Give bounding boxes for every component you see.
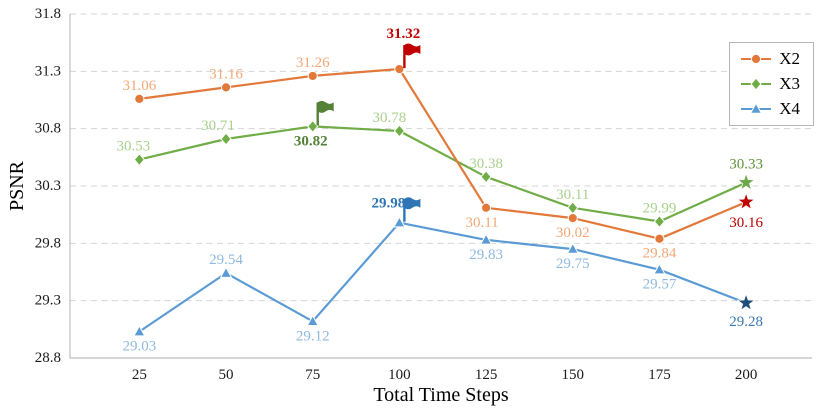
point-label: 29.28	[729, 314, 763, 330]
point-label: 29.99	[643, 201, 677, 217]
point-label: 30.16	[729, 215, 763, 231]
data-point-marker	[307, 70, 318, 82]
data-point-marker	[220, 82, 232, 93]
y-tick-label: 29.3	[35, 293, 61, 309]
data-point-marker	[566, 242, 580, 254]
point-label: 31.06	[122, 78, 156, 94]
point-label: 31.32	[387, 26, 421, 42]
legend-label: X2	[779, 49, 800, 68]
flag-icon	[403, 197, 421, 222]
data-point-marker	[479, 233, 493, 245]
point-label: 30.53	[116, 139, 150, 155]
x-tick-label: 125	[475, 367, 498, 383]
legend-circle-icon	[741, 53, 772, 65]
point-label: 31.16	[209, 66, 243, 82]
y-tick-label: 30.8	[35, 121, 61, 137]
legend-marker-shape	[751, 53, 762, 65]
legend-item-x4: X4	[740, 99, 800, 119]
flag-icon	[403, 43, 421, 69]
data-point-marker	[134, 93, 145, 104]
data-point-marker	[480, 202, 492, 213]
data-point-marker	[306, 314, 319, 327]
x-tick-label: 50	[219, 367, 234, 383]
series-x2: 31.06 31.16 31.26 31.32 30.11 30.02 29.84 30.16	[122, 26, 763, 262]
legend-diamond-icon	[741, 77, 772, 91]
point-label: 29.54	[209, 252, 243, 268]
data-point-marker	[393, 216, 406, 228]
data-point-marker	[480, 170, 492, 184]
legend-item-x3: X3	[740, 74, 800, 94]
star-marker	[736, 191, 756, 211]
y-tick-label: 29.8	[35, 235, 61, 251]
x-tick-label: 25	[132, 367, 147, 383]
legend-marker-shape	[749, 102, 763, 114]
point-label: 29.75	[556, 256, 590, 272]
point-label: 30.11	[556, 187, 589, 203]
legend: X2 X3 X4	[729, 42, 814, 126]
point-label: 29.03	[122, 339, 156, 355]
data-point-marker	[567, 201, 579, 215]
point-label: 30.02	[556, 225, 590, 241]
x-tick-label: 150	[562, 367, 585, 383]
flag-icon	[316, 100, 334, 126]
x-tick-label: 100	[388, 367, 411, 383]
point-label: 31.26	[296, 55, 330, 71]
point-label: 29.12	[296, 328, 330, 344]
star-marker	[736, 172, 756, 191]
legend-label: X3	[779, 74, 800, 93]
data-point-marker	[220, 132, 232, 146]
series-line	[138, 221, 747, 333]
data-point-marker	[133, 153, 146, 167]
data-point-marker	[393, 124, 406, 138]
x-tick-label: 175	[648, 367, 671, 383]
point-label: 30.78	[373, 110, 407, 126]
y-tick-label: 28.8	[35, 350, 61, 366]
point-label: 30.71	[201, 118, 235, 134]
point-label: 30.82	[294, 133, 328, 149]
gridlines	[70, 13, 812, 359]
y-tick-label: 31.8	[35, 6, 61, 22]
data-point-marker	[394, 63, 405, 75]
y-tick-label: 30.3	[35, 178, 61, 194]
x-axis-title: Total Time Steps	[373, 384, 509, 406]
point-label: 29.57	[643, 277, 677, 293]
legend-item-x2: X2	[740, 49, 800, 69]
data-point-marker	[567, 213, 578, 224]
point-label: 29.98	[372, 196, 406, 212]
point-label: 30.38	[469, 156, 503, 172]
data-point-marker	[219, 266, 233, 278]
star-marker	[736, 292, 756, 312]
series-x3: 30.53 30.71 30.82 30.78 30.38 30.11 29.99 30.33	[116, 100, 763, 229]
data-point-marker	[653, 263, 666, 275]
series-line	[139, 125, 747, 223]
y-tick-label: 31.3	[35, 63, 61, 79]
point-label: 29.84	[643, 246, 677, 262]
point-label: 29.83	[469, 247, 503, 263]
series-x4: 29.03 29.54 29.12 29.98 29.83 29.75 29.57 29.28	[122, 196, 763, 355]
legend-triangle-icon	[741, 102, 772, 114]
x-tick-label: 75	[305, 367, 320, 383]
data-point-marker	[133, 324, 146, 337]
data-point-marker	[307, 119, 319, 133]
legend-label: X4	[779, 99, 800, 118]
legend-marker-shape	[750, 77, 762, 91]
x-tick-label: 200	[735, 367, 758, 383]
series-line	[139, 67, 747, 240]
point-label: 30.11	[465, 215, 498, 231]
point-label: 30.33	[729, 157, 763, 173]
data-point-marker	[653, 214, 666, 229]
axis-tick-labels: 28.8 29.3 29.8 30.3 30.8 31.3 31.8 25 50 75 100 125…	[35, 6, 758, 383]
data-point-marker	[654, 233, 665, 244]
